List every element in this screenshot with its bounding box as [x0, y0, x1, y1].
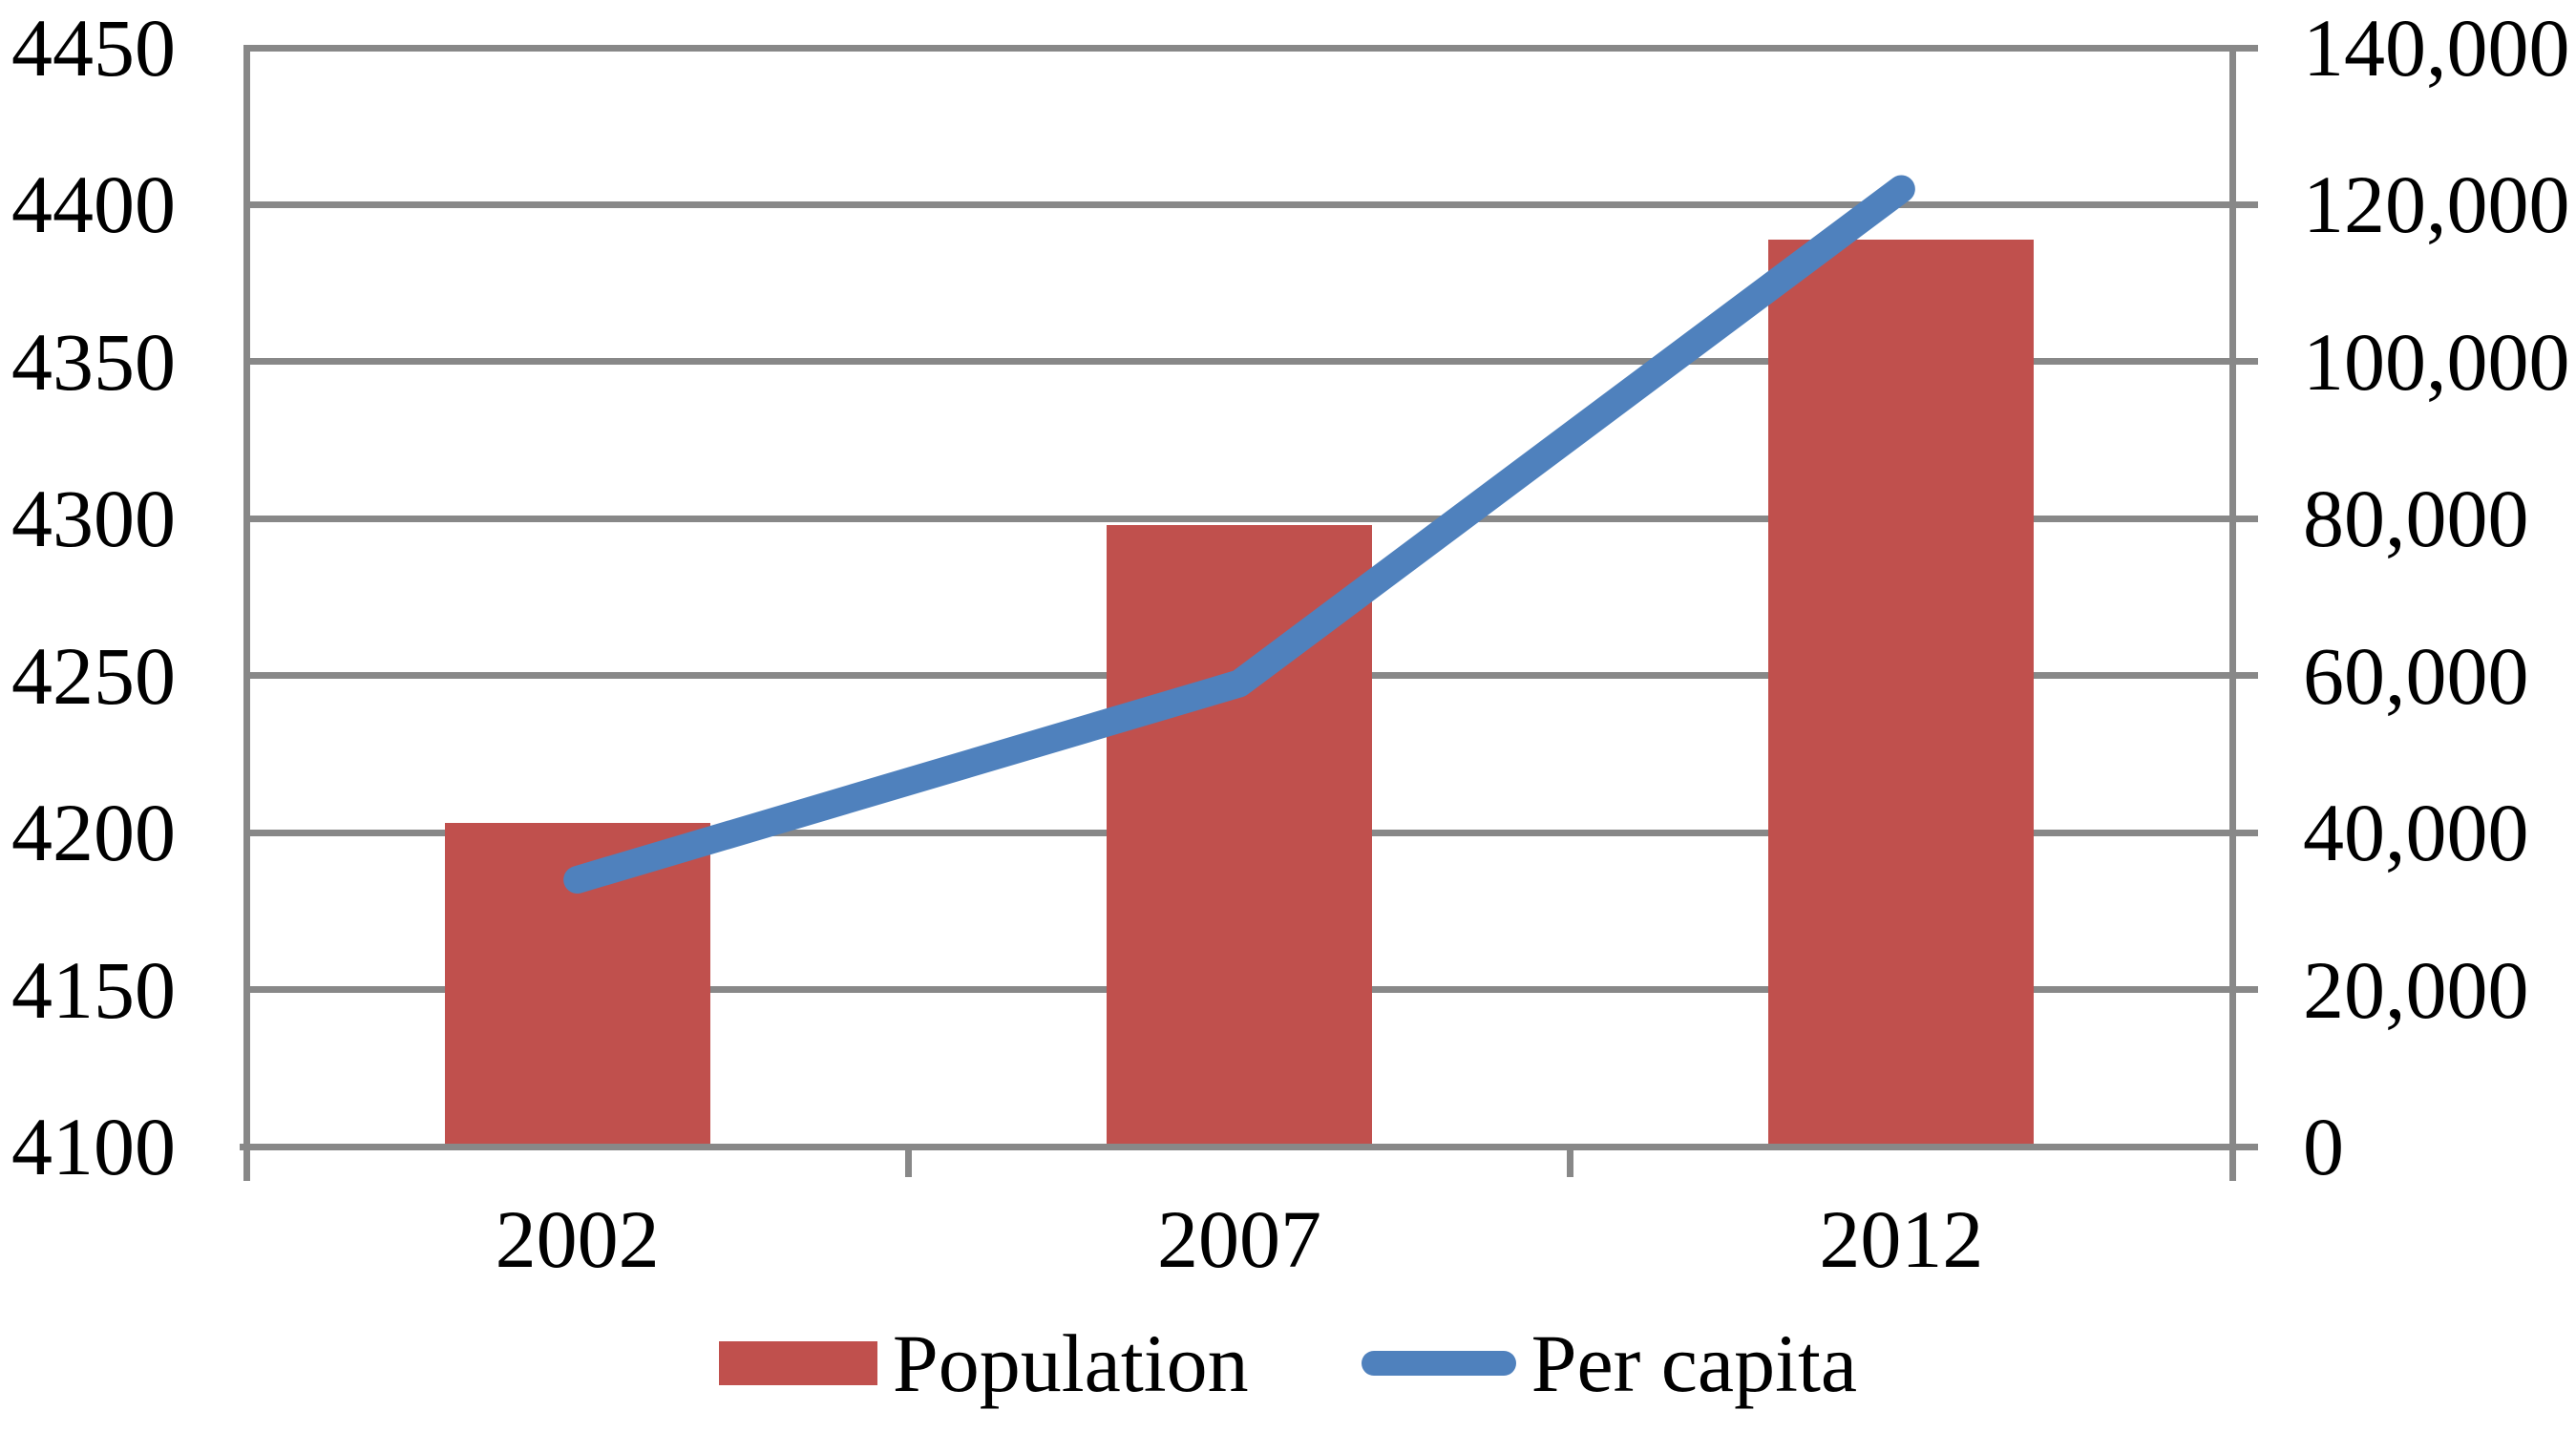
right-axis-line [2228, 44, 2236, 1181]
right-axis-tick [2232, 986, 2258, 994]
x-axis-line [240, 1143, 2239, 1150]
right-axis-tick [2232, 515, 2258, 522]
legend-per-capita-line-marker [1361, 1351, 1516, 1376]
left-axis-tick-label: 4150 [11, 943, 176, 1036]
population-bar-2012 [1768, 239, 2035, 1147]
right-axis-tick-label: 140,000 [2303, 2, 2570, 94]
right-axis-tick-label: 40,000 [2303, 787, 2529, 879]
bottom-axis-tick [2228, 1147, 2236, 1177]
legend: Population Per capita [0, 1322, 2576, 1404]
left-axis-tick-label: 4200 [11, 787, 176, 879]
left-axis-tick-label: 4100 [11, 1101, 176, 1192]
gridline [246, 200, 2232, 208]
left-axis-tick-label: 4450 [11, 2, 176, 94]
per-capita-line [563, 175, 1915, 894]
x-axis-category-label: 2012 [1819, 1193, 1984, 1285]
bottom-axis-tick [1567, 1147, 1574, 1177]
x-axis-category-label: 2002 [495, 1193, 660, 1285]
gridline [246, 515, 2232, 522]
legend-population-label: Population [892, 1317, 1249, 1409]
gridline [246, 44, 2232, 52]
legend-population-swatch [718, 1341, 877, 1385]
right-axis-tick-label: 80,000 [2303, 473, 2529, 565]
bottom-axis-tick [243, 1147, 250, 1177]
left-axis-tick-label: 4300 [11, 473, 176, 565]
right-axis-tick [2232, 1143, 2258, 1150]
bottom-axis-tick [904, 1147, 912, 1177]
gridline [246, 358, 2232, 366]
right-axis-tick [2232, 672, 2258, 680]
right-axis-tick-label: 100,000 [2303, 315, 2570, 408]
left-axis-tick-label: 4350 [11, 315, 176, 408]
right-axis-tick [2232, 200, 2258, 208]
legend-per-capita-label: Per capita [1531, 1317, 1858, 1409]
right-axis-tick [2232, 829, 2258, 836]
right-axis-tick [2232, 44, 2258, 52]
left-axis-tick-label: 4250 [11, 629, 176, 722]
right-axis-tick-label: 20,000 [2303, 943, 2529, 1036]
right-axis-tick [2232, 358, 2258, 366]
x-axis-category-label: 2007 [1157, 1193, 1321, 1285]
right-axis-tick-label: 60,000 [2303, 629, 2529, 722]
right-axis-tick-label: 0 [2303, 1101, 2344, 1192]
right-axis-tick-label: 120,000 [2303, 158, 2570, 251]
left-axis-line [243, 44, 250, 1181]
left-axis-tick-label: 4400 [11, 158, 176, 251]
